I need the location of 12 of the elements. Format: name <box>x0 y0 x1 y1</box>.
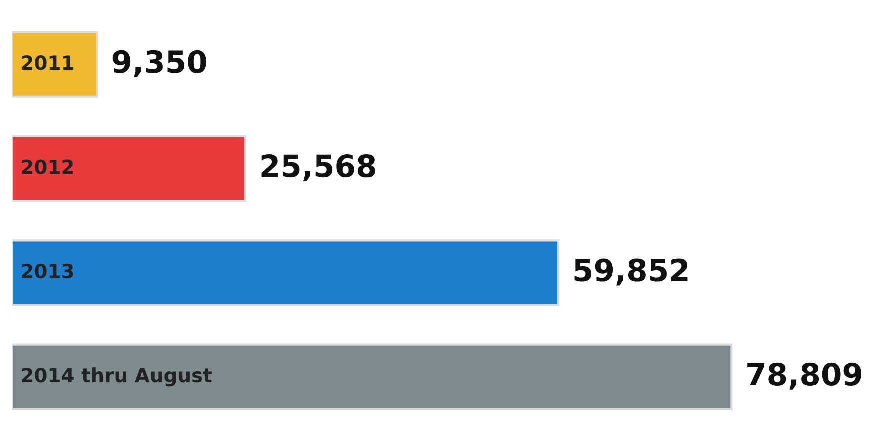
y-tick-label: 2011 <box>22 56 74 70</box>
y-tick-label: 2013 <box>22 264 74 279</box>
y-tick-label: 2014 thru August <box>22 368 212 387</box>
bar <box>12 31 98 98</box>
bar <box>12 240 560 306</box>
data-label: 9,350 <box>112 50 206 78</box>
data-label: 59,852 <box>574 258 688 286</box>
data-label: 78,809 <box>748 362 862 390</box>
data-label: 25,568 <box>262 154 376 182</box>
y-tick-label: 2012 <box>22 160 74 174</box>
bar <box>12 135 247 202</box>
bar <box>12 344 733 410</box>
